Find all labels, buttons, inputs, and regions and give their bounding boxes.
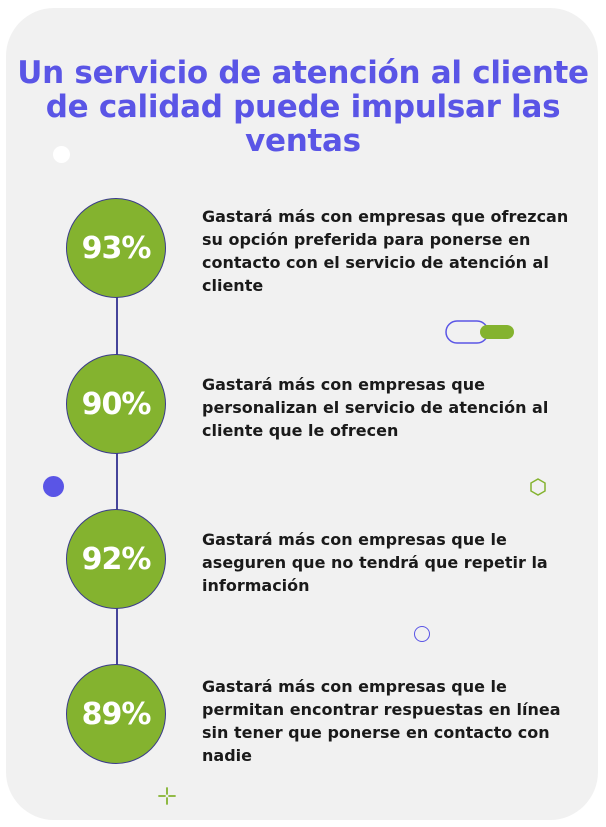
stat-description: Gastará más con empresas que ofrezcan su… bbox=[202, 207, 569, 295]
stat-description: Gastará más con empresas que personaliza… bbox=[202, 375, 549, 440]
circle-outline-icon bbox=[414, 626, 430, 642]
timeline-connector bbox=[116, 290, 118, 670]
hexagon-outline-icon bbox=[530, 478, 546, 496]
stat-description: Gastará más con empresas que le aseguren… bbox=[202, 530, 548, 595]
stat-circle-90: 90% bbox=[66, 354, 166, 454]
stat-value: 89% bbox=[81, 696, 152, 732]
stat-value: 92% bbox=[81, 541, 152, 577]
stat-circle-92: 92% bbox=[66, 509, 166, 609]
stat-description: Gastará más con empresas que le permitan… bbox=[202, 677, 561, 765]
stat-circle-89: 89% bbox=[66, 664, 166, 764]
blue-dot-icon bbox=[43, 476, 64, 497]
white-dot-icon bbox=[53, 146, 70, 163]
toggle-pill-icon bbox=[445, 320, 514, 344]
stat-circle-93: 93% bbox=[66, 198, 166, 298]
stat-value: 93% bbox=[81, 230, 152, 266]
stat-value: 90% bbox=[81, 386, 152, 422]
page-title: Un servicio de atención al cliente de ca… bbox=[17, 55, 589, 159]
plus-sparkle-icon bbox=[158, 787, 176, 805]
